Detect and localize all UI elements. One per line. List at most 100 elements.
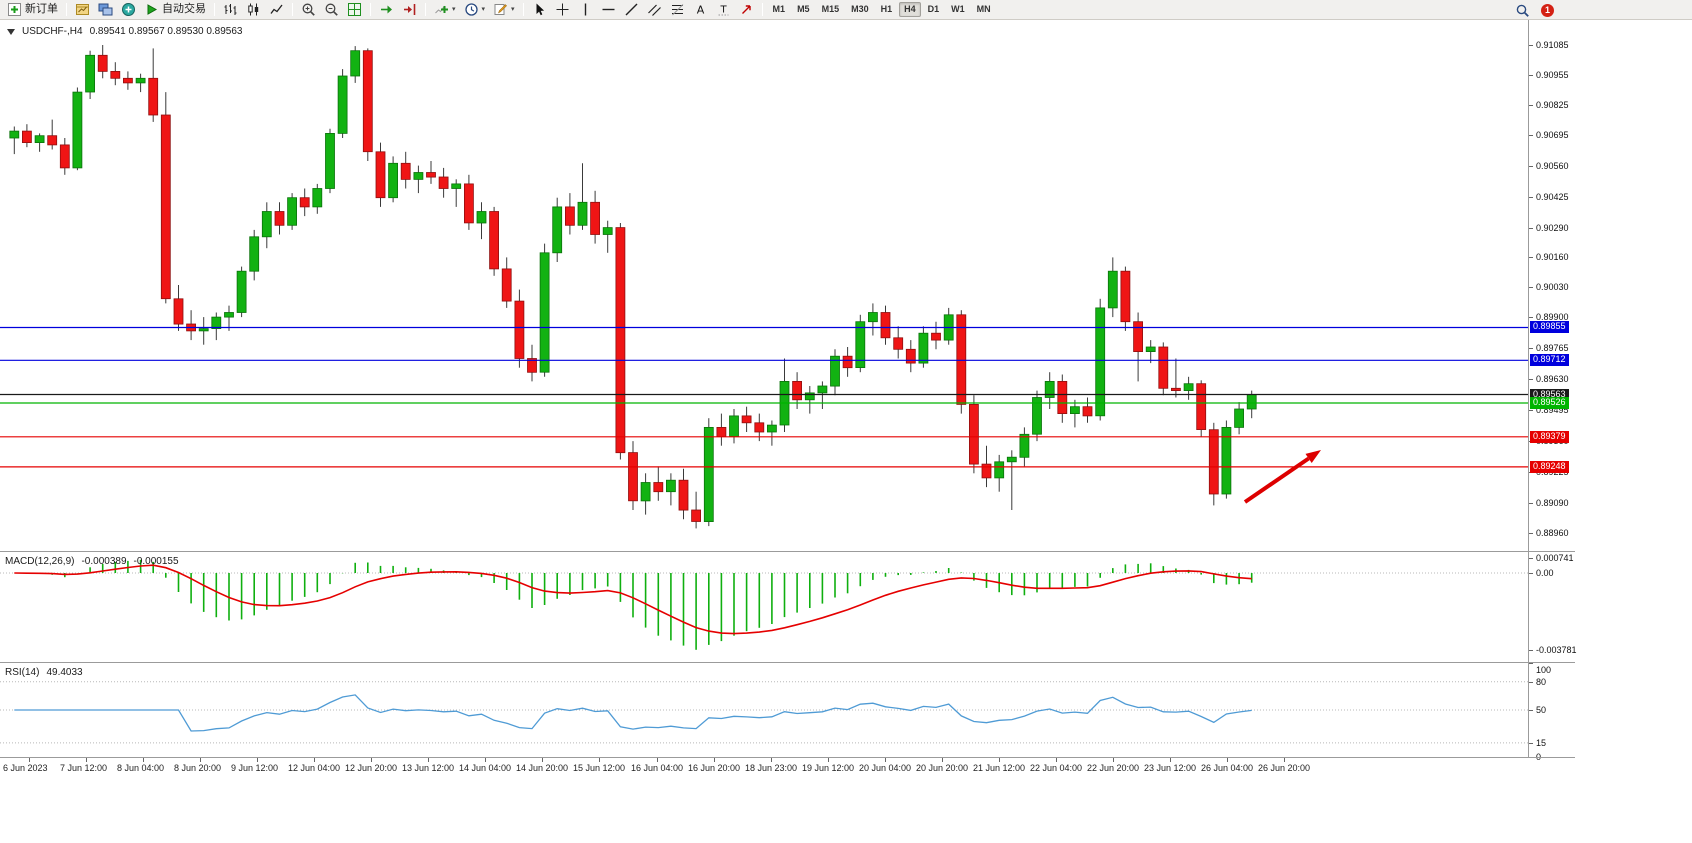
time-axis-label: 8 Jun 04:00 [117,763,165,773]
price-axis-tick [1529,503,1533,504]
toolbar-separator [425,3,426,16]
macd-axis-label: 0.00 [1536,568,1554,578]
price-axis-label: 0.90695 [1536,130,1569,140]
rsi-axis-tick [1529,743,1533,744]
templates-button[interactable]: ▾ [490,1,518,18]
fibonacci-button[interactable] [667,1,688,18]
price-axis-tick [1529,105,1533,106]
navigator-button[interactable] [118,1,139,18]
periods-icon [464,2,479,17]
channel-button[interactable] [644,1,665,18]
search-icon[interactable] [1512,2,1533,19]
price-axis-tick [1529,348,1533,349]
chart-title: USDCHF-,H4 0.89541 0.89567 0.89530 0.895… [7,26,243,37]
auto-trading-button[interactable]: 自动交易 [141,1,209,18]
timeframe-button-w1[interactable]: W1 [951,4,965,14]
price-axis-tick [1529,45,1533,46]
timeframe-button-h4[interactable]: H4 [899,2,921,17]
time-axis-tick [542,758,543,762]
periods-button[interactable]: ▾ [461,1,489,18]
price-chart-plot[interactable] [0,20,1528,551]
new-order-button[interactable]: 新订单 [4,1,61,18]
time-axis-tick [1227,758,1228,762]
macd-main-value: -0.000389 [81,556,127,567]
time-axis-label: 16 Jun 04:00 [631,763,684,773]
arrows-button[interactable] [736,1,757,18]
rsi-indicator-plot[interactable] [0,663,1528,757]
symbol-marker-icon [7,28,15,35]
candlestick-icon [246,2,261,17]
zoom-in-button[interactable] [298,1,319,18]
zoom-out-button[interactable] [321,1,342,18]
price-axis-tick [1529,379,1533,380]
toolbar-right-group: 1 [1511,1,1554,19]
bar-chart-button[interactable] [220,1,241,18]
new-order-icon [7,2,22,17]
time-axis-label: 21 Jun 12:00 [973,763,1026,773]
macd-indicator-plot[interactable] [0,552,1528,662]
timeframe-button-mn[interactable]: MN [976,4,991,14]
vertical-line-button[interactable] [575,1,596,18]
zoom-out-icon [324,2,339,17]
timeframe-button-d1[interactable]: D1 [927,4,940,14]
auto-scroll-button[interactable] [376,1,397,18]
price-axis[interactable]: 0.000741 0.00 -0.003781 100 80 50 15 0 0.91085 0.… [1529,20,1601,780]
time-axis-label: 22 Jun 04:00 [1030,763,1083,773]
main-toolbar: 新订单 自动交易 ▾ ▾ ▾ A T M1 M5 M15 M30 H1 H4 D1 W1 MN 1 [0,0,1692,20]
zoom-in-icon [301,2,316,17]
indicators-button[interactable]: ▾ [431,1,459,18]
price-axis-label: 0.91085 [1536,40,1569,50]
svg-text:T: T [719,5,727,16]
time-axis-label: 14 Jun 20:00 [516,763,569,773]
time-axis-label: 14 Jun 04:00 [459,763,512,773]
panel-separator-macd[interactable] [0,551,1575,552]
time-axis-label: 20 Jun 04:00 [859,763,912,773]
time-axis-label: 26 Jun 04:00 [1201,763,1254,773]
notifications-badge[interactable]: 1 [1541,3,1554,17]
time-axis-tick [599,758,600,762]
label-icon: T [716,2,731,17]
candlestick-chart-button[interactable] [243,1,264,18]
text-button[interactable]: A [690,1,711,18]
rsi-axis-label: 80 [1536,677,1547,687]
chart-shift-button[interactable] [399,1,420,18]
price-axis-label: 0.90425 [1536,192,1569,202]
macd-axis-label: -0.003781 [1536,645,1577,655]
trendline-button[interactable] [621,1,642,18]
support-line-red-lower-badge: 0.89248 [1530,461,1569,473]
timeframe-button-m30[interactable]: M30 [851,4,869,14]
time-axis-label: 26 Jun 20:00 [1258,763,1311,773]
toolbar-separator [370,3,371,16]
line-chart-icon [269,2,284,17]
cursor-button[interactable] [529,1,550,18]
timeframe-button-m1[interactable]: M1 [772,4,786,14]
time-axis-tick [143,758,144,762]
tile-windows-button[interactable] [344,1,365,18]
trend-arrow-annotation[interactable] [1243,450,1321,504]
time-axis-label: 13 Jun 12:00 [402,763,455,773]
charts-button[interactable] [72,1,93,18]
timeframe-button-h1[interactable]: H1 [880,4,893,14]
indicators-icon [434,2,449,17]
price-axis-tick [1529,287,1533,288]
crosshair-button[interactable] [552,1,573,18]
timeframe-button-m5[interactable]: M5 [797,4,810,14]
macd-axis-tick [1529,650,1533,651]
time-axis[interactable]: 6 Jun 2023 7 Jun 12:00 8 Jun 04:00 8 Jun 20… [0,757,1575,775]
rsi-label: RSI(14) 49.4033 [5,667,83,678]
timeframe-button-m15[interactable]: M15 [821,4,840,14]
horizontal-line-button[interactable] [598,1,619,18]
time-axis-label: 12 Jun 04:00 [288,763,341,773]
price-axis-label: 0.90160 [1536,252,1569,262]
toolbar-separator [66,3,67,16]
macd-axis-tick [1529,558,1533,559]
panel-separator-rsi[interactable] [0,662,1575,663]
navigator-icon [121,2,136,17]
toolbar-separator [522,3,524,16]
auto-scroll-icon [379,2,394,17]
rsi-axis-label: 50 [1536,705,1547,715]
label-button[interactable]: T [713,1,734,18]
line-chart-button[interactable] [266,1,287,18]
market-watch-button[interactable] [95,1,116,18]
time-axis-label: 9 Jun 12:00 [231,763,279,773]
